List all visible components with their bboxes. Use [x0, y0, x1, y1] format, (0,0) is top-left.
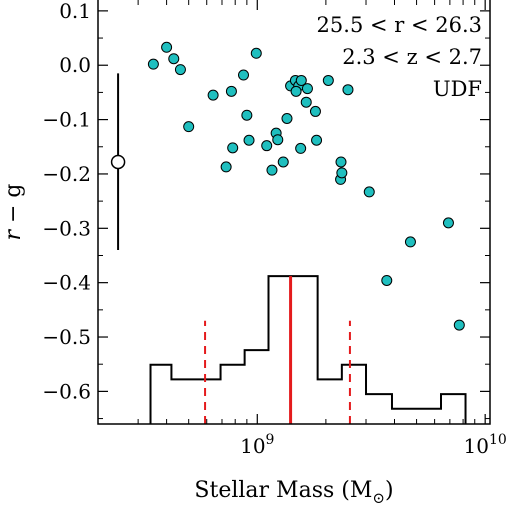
scatter-point	[243, 134, 255, 146]
y-tick-label: −0.2	[42, 162, 91, 186]
scatter-point	[261, 140, 273, 152]
x-tick-label: 1010	[464, 432, 507, 458]
scatter-point	[250, 47, 262, 59]
scatter-point	[277, 156, 289, 168]
error-bar-marker	[110, 154, 126, 170]
scatter-point	[342, 84, 354, 96]
annotation-line: 25.5 < r < 26.3	[317, 13, 482, 37]
scatter-point	[442, 217, 454, 229]
scatter-point	[220, 161, 232, 173]
scatter-point	[168, 53, 180, 65]
scatter-point	[238, 69, 250, 81]
scatter-point	[272, 134, 284, 146]
annotation-line: UDF	[433, 77, 482, 101]
y-tick-label: 0.1	[59, 0, 91, 23]
y-tick-label: −0.1	[42, 108, 91, 132]
y-axis-label: r − g	[1, 183, 26, 240]
scatter-point	[227, 142, 239, 154]
scatter-point	[174, 64, 186, 76]
scatter-point	[266, 164, 278, 176]
scatter-point	[335, 156, 347, 168]
x-tick-label: 109	[240, 432, 274, 458]
axis-ticks: 0.1 0.0 −0.1 −0.2 −0.3 −0.4 −0.5 −0.6 109 1010	[42, 0, 507, 458]
y-tick-label: −0.5	[42, 325, 91, 349]
scatter-point	[322, 74, 334, 86]
scatter-point	[453, 319, 465, 331]
scatter-point	[281, 113, 293, 125]
y-tick-label: −0.6	[42, 379, 91, 403]
plot-frame	[97, 0, 491, 425]
scatter-point	[295, 74, 307, 86]
scatter-point	[336, 167, 348, 179]
scatter-point	[381, 274, 393, 286]
scatter-point	[207, 89, 219, 101]
scatter-point	[404, 236, 416, 248]
scatter-point	[290, 85, 302, 97]
scatter-point	[241, 109, 253, 121]
scatter-point	[301, 83, 313, 95]
y-tick-label: 0.0	[59, 53, 91, 77]
y-tick-label: −0.4	[42, 271, 91, 295]
scatter-point	[363, 186, 375, 198]
annotation-line: 2.3 < z < 2.7	[342, 45, 482, 69]
scatter-point	[309, 105, 321, 117]
scatter-point	[161, 41, 173, 53]
scatter-point	[311, 134, 323, 146]
x-axis-label: Stellar Mass (M⊙)	[194, 478, 393, 507]
plot-content	[110, 41, 467, 424]
scatter-point	[147, 58, 159, 70]
scatter-point	[225, 85, 237, 97]
histogram-outline	[149, 275, 467, 424]
scatter-point	[300, 96, 312, 108]
scatter-point	[295, 142, 307, 154]
scatter-point	[183, 121, 195, 133]
y-tick-label: −0.3	[42, 216, 91, 240]
annotation-box: 25.5 < r < 26.3 2.3 < z < 2.7 UDF	[317, 13, 482, 101]
